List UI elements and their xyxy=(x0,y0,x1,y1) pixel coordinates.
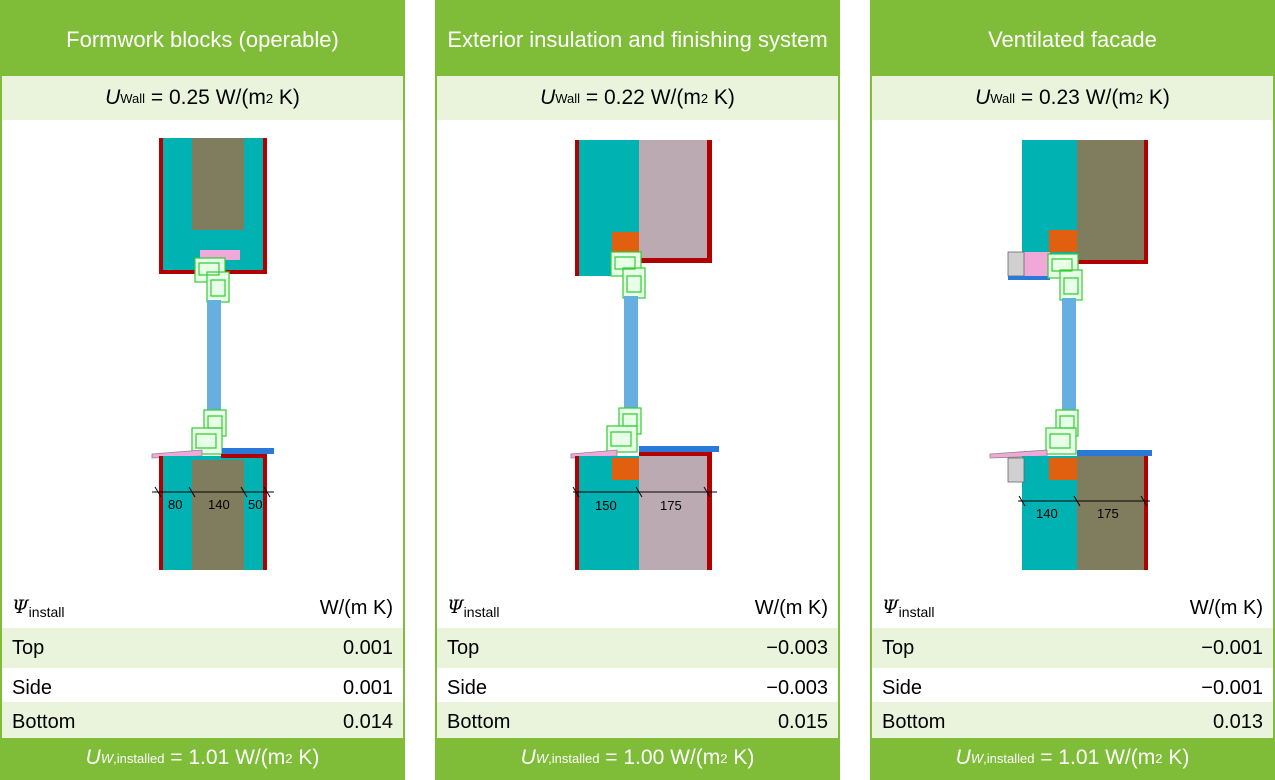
window-frame-top xyxy=(1047,253,1083,301)
table-row: Side 0.001 xyxy=(12,676,393,699)
dimension-label: 175 xyxy=(1097,506,1119,521)
panel-title: Exterior insulation and finishing system xyxy=(437,2,838,76)
panel-title: Ventilated facade xyxy=(872,2,1273,76)
psi-unit: W/(m K) xyxy=(319,596,393,619)
panel-formwork: Formwork blocks (operable) U Wall = 0.25 … xyxy=(0,0,405,780)
dimension-label: 140 xyxy=(1036,506,1058,521)
section-drawing: 150 175 xyxy=(570,140,719,570)
u-wall-label: U Wall = 0.25 W/(m 2 K) xyxy=(2,76,403,120)
dimension-line xyxy=(152,486,274,498)
window-frame-bottom xyxy=(1045,409,1079,455)
psi-header-row: Ψinstall W/(m K) xyxy=(437,588,838,628)
window-frame-bottom xyxy=(191,409,227,455)
table-row: Top 0.001 xyxy=(2,628,403,668)
glazing xyxy=(624,296,638,414)
table-row: Bottom 0.014 xyxy=(2,702,403,742)
u-wall-label: U Wall = 0.23 W/(m 2 K) xyxy=(872,76,1273,120)
dimension-label: 50 xyxy=(248,497,262,512)
panel-ventilated: Ventilated facade U Wall = 0.23 W/(m 2 K) xyxy=(870,0,1275,780)
psi-header-row: Ψinstall W/(m K) xyxy=(2,588,403,628)
u-wall-label: U Wall = 0.22 W/(m 2 K) xyxy=(437,76,838,120)
dimension-label: 80 xyxy=(168,497,182,512)
psi-symbol: Ψinstall xyxy=(447,596,500,620)
table-row: Top −0.003 xyxy=(437,628,838,668)
psi-unit: W/(m K) xyxy=(1189,596,1263,619)
psi-header-row: Ψinstall W/(m K) xyxy=(872,588,1273,628)
glazing xyxy=(1062,298,1076,416)
table-row: Top −0.001 xyxy=(872,628,1273,668)
table-row: Bottom 0.013 xyxy=(872,702,1273,742)
top-wall-section xyxy=(1007,140,1148,280)
dimension-label: 175 xyxy=(660,498,682,513)
bottom-wall-section xyxy=(1007,456,1148,570)
u-installed-footer: U W,installed = 1.00 W/(m 2 K) xyxy=(437,738,838,778)
table-row: Side −0.001 xyxy=(882,676,1263,699)
dimension-line xyxy=(1018,495,1150,507)
bottom-wall-section xyxy=(575,452,712,570)
panel-title: Formwork blocks (operable) xyxy=(2,2,403,76)
u-installed-footer: U W,installed = 1.01 W/(m 2 K) xyxy=(872,738,1273,778)
window-frame-top xyxy=(194,257,230,303)
table-row: Bottom 0.015 xyxy=(437,702,838,742)
psi-symbol: Ψinstall xyxy=(882,596,935,620)
section-drawing: 80 140 50 xyxy=(151,138,274,570)
sill xyxy=(1077,450,1152,456)
top-wall-section xyxy=(159,138,267,274)
top-wall-section xyxy=(575,140,712,276)
window-frame-bottom xyxy=(606,407,642,453)
psi-unit: W/(m K) xyxy=(754,596,828,619)
psi-symbol: Ψinstall xyxy=(12,596,65,620)
sill xyxy=(222,448,274,454)
window-frame-top xyxy=(610,251,646,299)
glazing xyxy=(207,300,221,418)
bottom-wall-section xyxy=(159,454,267,570)
dimension-line xyxy=(572,486,717,498)
sill xyxy=(639,446,719,452)
section-drawing: 140 175 xyxy=(989,140,1152,570)
dimension-label: 140 xyxy=(208,497,230,512)
table-row: Side −0.003 xyxy=(447,676,828,699)
u-installed-footer: U W,installed = 1.01 W/(m 2 K) xyxy=(2,738,403,778)
panel-etics: Exterior insulation and finishing system… xyxy=(435,0,840,780)
dimension-label: 150 xyxy=(595,498,617,513)
